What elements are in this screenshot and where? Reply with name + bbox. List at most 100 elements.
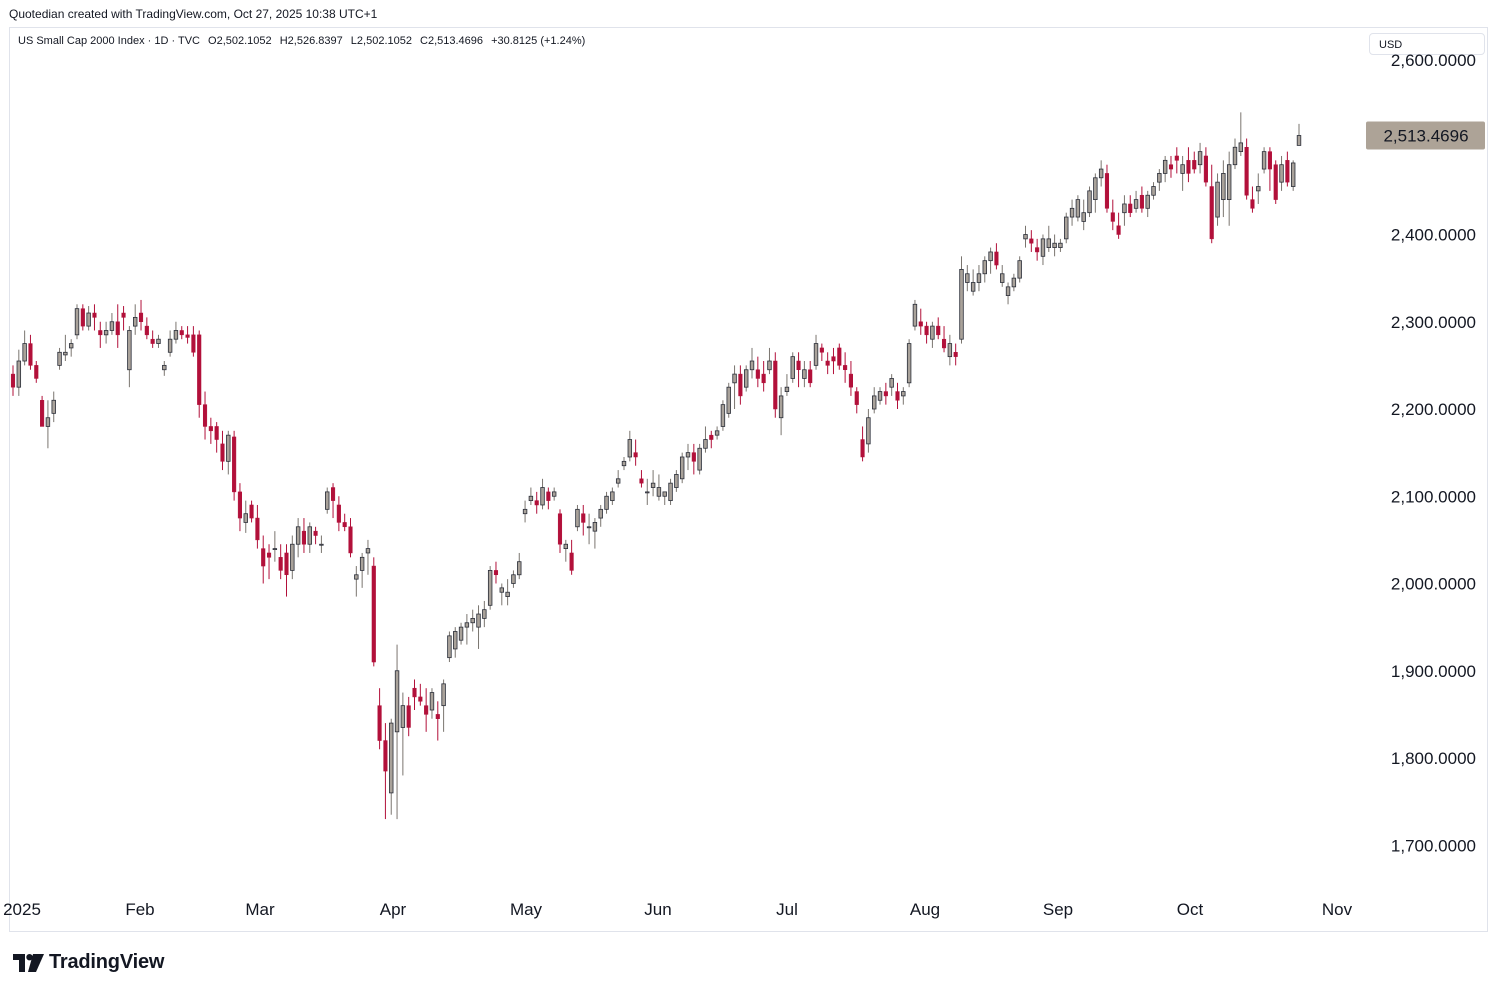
candle-body [522, 508, 528, 515]
candle [982, 256, 987, 283]
candle [732, 365, 737, 409]
candle-body [848, 373, 853, 388]
candle-body [994, 251, 999, 266]
candle [1221, 160, 1226, 218]
candle-body [1000, 273, 1005, 283]
candle [1250, 186, 1255, 213]
candle [557, 509, 563, 553]
candle-body [272, 548, 278, 550]
candle [819, 343, 824, 362]
candle [1052, 234, 1057, 257]
candle-body [1186, 160, 1191, 174]
candle-body [226, 434, 231, 462]
candle [749, 347, 755, 379]
candle-body [156, 338, 161, 344]
candle-body [930, 325, 935, 340]
candle [109, 313, 115, 335]
candle-body [278, 557, 283, 571]
y-tick-label: 1,900.0000 [1391, 662, 1476, 681]
candle [40, 395, 45, 427]
candle [790, 352, 795, 383]
candle [354, 566, 359, 597]
candle [138, 299, 144, 331]
candle [295, 518, 301, 558]
candle [487, 566, 493, 610]
candle [1186, 147, 1191, 183]
candle-body [63, 351, 68, 356]
candle [1244, 138, 1249, 200]
candle-body [1267, 151, 1272, 170]
candle [1011, 273, 1017, 292]
candle [191, 326, 196, 357]
candle-body [912, 303, 918, 327]
candle-body [167, 338, 173, 353]
candle-body [1250, 199, 1255, 209]
candle-body [1180, 164, 1185, 174]
candle-body [10, 373, 16, 388]
candle-body [354, 574, 359, 580]
candle [348, 518, 353, 558]
candle-body [1261, 151, 1267, 170]
time-axis[interactable]: 2025 Feb Mar Apr May Jun Jul Aug Sep Oct Nov [3, 900, 1353, 919]
candle-body [843, 365, 848, 370]
candle-body [453, 631, 458, 650]
candle-body [487, 570, 493, 606]
candle [342, 513, 347, 532]
candle-body [872, 395, 877, 410]
candle-body [435, 714, 440, 719]
candle-body [586, 526, 592, 529]
candle [953, 343, 958, 366]
candle [843, 352, 848, 383]
tradingview-logo-text: TradingView [49, 951, 165, 973]
candle [74, 304, 80, 340]
candle-body [115, 321, 120, 336]
candle [57, 347, 62, 370]
candle [703, 426, 708, 453]
candle-body [266, 552, 272, 558]
candle [697, 443, 702, 475]
credit-line: Quotedian created with TradingView.com, … [9, 7, 378, 21]
candle [860, 426, 865, 462]
candle [284, 544, 289, 597]
candle-body [557, 513, 563, 545]
candles-group [10, 112, 1302, 820]
candle [307, 522, 312, 553]
tradingview-logo[interactable]: TradingView [13, 951, 164, 974]
candle [389, 718, 394, 815]
candle [266, 544, 272, 580]
legend-title[interactable]: US Small Cap 2000 Index · 1D · TVC [18, 35, 200, 47]
candle-body [749, 360, 755, 371]
candle-body [1035, 247, 1040, 253]
candle-body [813, 343, 819, 366]
last-price-label: 2,513.4696 [1383, 126, 1468, 145]
y-tick-label: 2,400.0000 [1391, 226, 1476, 245]
candle [662, 491, 667, 505]
candle-body [569, 552, 574, 571]
candle [1197, 142, 1203, 174]
candle [848, 361, 853, 396]
price-axis[interactable]: 2,600.0000 2,400.0000 2,300.0000 2,200.0000… [1391, 51, 1476, 855]
candle-body [778, 395, 784, 419]
candle [63, 334, 68, 362]
candle [197, 330, 202, 418]
candle-body [1122, 203, 1127, 214]
candle-body [22, 343, 27, 362]
currency-button[interactable]: USD [1369, 33, 1485, 55]
candle [901, 387, 906, 405]
candle [86, 306, 91, 331]
candle [1058, 238, 1063, 252]
candle-body [901, 391, 906, 397]
x-tick-label: Feb [125, 900, 154, 919]
candle-body [371, 565, 376, 663]
candle-body [528, 495, 534, 502]
y-tick-label: 2,100.0000 [1391, 487, 1476, 506]
candle-body [1192, 160, 1197, 170]
candle-body [1238, 142, 1244, 153]
candle-body [232, 436, 237, 493]
candle [517, 552, 522, 580]
candle [1256, 173, 1261, 204]
candle [691, 443, 696, 475]
candle [45, 400, 51, 449]
candle-body [906, 343, 912, 384]
